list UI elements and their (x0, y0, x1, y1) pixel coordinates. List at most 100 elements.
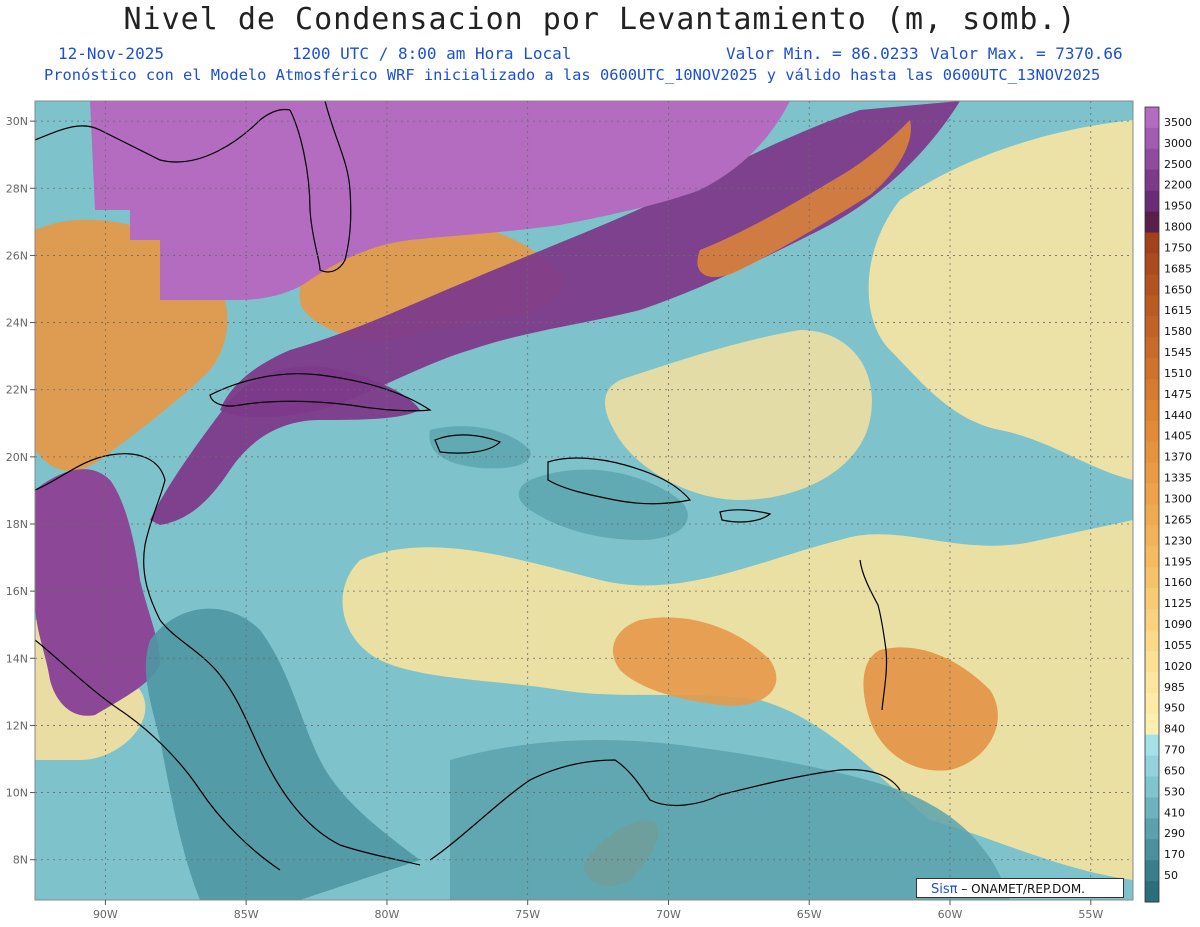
colorbar-swatch (1145, 253, 1159, 275)
coast-central-america (159, 619, 421, 866)
colorbar-swatch (1145, 734, 1159, 757)
colorbar-swatch (1145, 776, 1159, 798)
colorbar-label: 1475 (1164, 388, 1192, 401)
field-teal-dark-central (145, 608, 421, 900)
lat-tick-label: 26N (6, 249, 28, 262)
colorbar-swatch (1145, 881, 1159, 903)
colorbar-swatch (1145, 378, 1159, 401)
credit-badge: Sisπ – ONAMET/REP.DOM. (916, 878, 1124, 898)
lat-tick-label: 16N (6, 585, 28, 598)
sispi-logo: Sisπ (931, 882, 958, 897)
colorbar-swatch (1145, 274, 1159, 296)
coast-cuba (209, 373, 432, 412)
colorbar-swatch (1145, 525, 1159, 547)
colorbar-swatch (1145, 692, 1159, 715)
colorbar-swatch (1145, 358, 1159, 380)
colorbar-swatch (1145, 755, 1159, 777)
colorbar-label: 2200 (1164, 179, 1192, 192)
colorbar-label: 1510 (1164, 367, 1192, 380)
field-yellow-east (868, 120, 1133, 480)
colorbar-label: 950 (1164, 702, 1185, 715)
colorbar-label: 1950 (1164, 200, 1192, 213)
field-purple-ne-band (220, 101, 960, 418)
lat-tick-label: 28N (6, 182, 28, 195)
lat-tick-label: 24N (6, 317, 28, 330)
colorbar-swatch (1145, 818, 1159, 840)
colorbar-label: 1370 (1164, 451, 1192, 464)
forecast-time: 1200 UTC / 8:00 am Hora Local (292, 44, 572, 63)
field-purple-central-america (35, 469, 160, 716)
coast-pacific-ca (35, 639, 281, 871)
lon-tick-label: 60W (938, 908, 963, 921)
colorbar-label: 1685 (1164, 262, 1192, 275)
max-value: Valor Max. = 7370.66 (930, 44, 1123, 63)
colorbar-swatch (1145, 420, 1159, 443)
colorbar-swatch (1145, 462, 1159, 485)
lon-tick-label: 85W (234, 908, 259, 921)
colorbar-swatch (1145, 148, 1159, 171)
lon-tick-label: 90W (93, 908, 118, 921)
colorbar-label: 1335 (1164, 472, 1192, 485)
lat-tick-label: 8N (13, 854, 28, 867)
colorbar-swatch (1145, 860, 1159, 882)
colorbar-swatch (1145, 337, 1159, 359)
forecast-date: 12-Nov-2025 (58, 44, 164, 63)
lon-tick-label: 75W (515, 908, 540, 921)
colorbar-swatch (1145, 107, 1159, 129)
colorbar-label: 840 (1164, 723, 1185, 736)
colorbar-swatch (1145, 190, 1159, 213)
field-orange-east (863, 647, 998, 771)
credit-text: – ONAMET/REP.DOM. (957, 882, 1085, 896)
colorbar-label: 2500 (1164, 158, 1192, 171)
lat-tick-label: 10N (6, 787, 28, 800)
colorbar-swatch (1145, 609, 1159, 631)
colorbar-swatch (1145, 295, 1159, 317)
page-title: Nivel de Condensacion por Levantamiento … (123, 2, 1077, 37)
colorbar-swatch (1145, 399, 1159, 422)
lat-tick-label: 12N (6, 719, 28, 732)
lon-tick-label: 65W (797, 908, 822, 921)
colorbar-label: 1580 (1164, 325, 1192, 338)
colorbar-label: 1650 (1164, 283, 1192, 296)
coast-gulf-north (35, 108, 291, 163)
colorbar-label: 1750 (1164, 241, 1192, 254)
coast-lesser-antilles (859, 559, 888, 711)
min-value: Valor Min. = 86.0233 (726, 44, 919, 63)
colorbar-swatch (1145, 713, 1159, 736)
colorbar-label: 290 (1164, 827, 1185, 840)
colorbar-swatch (1145, 169, 1159, 192)
field-teal-dark-jam (429, 426, 531, 469)
field-yellow-mid (605, 330, 872, 500)
field-orange-central (612, 617, 777, 706)
colorbar-label: 650 (1164, 764, 1185, 777)
colorbar-label: 50 (1164, 869, 1178, 882)
colorbar-swatch (1145, 650, 1159, 673)
field-teal-dark-hisp (518, 469, 688, 540)
colorbar-label: 1160 (1164, 576, 1192, 589)
colorbar-label: 530 (1164, 785, 1185, 798)
latitude-ticks: 8N 10N 12N 14N 16N 18N 20N 22N 24N 26N 28N 30N (6, 115, 35, 867)
colorbar-label: 1300 (1164, 493, 1192, 506)
colorbar-swatch (1145, 483, 1159, 505)
coast-florida (289, 101, 352, 273)
colorbar-swatch (1145, 839, 1159, 861)
colorbar-label: 3500 (1164, 116, 1192, 129)
coast-jamaica (434, 434, 502, 454)
coast-hispaniola (547, 457, 692, 505)
lon-tick-label: 80W (374, 908, 399, 921)
lat-tick-label: 22N (6, 384, 28, 397)
lat-tick-label: 14N (6, 652, 28, 665)
colorbar-label: 1230 (1164, 534, 1192, 547)
coast-south-america (429, 759, 901, 861)
field-yellow-south (342, 520, 1133, 880)
lon-tick-label: 70W (656, 908, 681, 921)
lon-tick-label: 55W (1078, 908, 1103, 921)
colorbar-swatch (1145, 441, 1159, 464)
coast-puerto-rico (719, 509, 772, 523)
colorbar-swatch (1145, 546, 1159, 568)
colorbar: 3500 3000 2500 2200 1950 1800 1750 1685 1650 1615… (1144, 106, 1192, 903)
longitude-ticks: 90W 85W 80W 75W 70W 65W 60W 55W (93, 900, 1103, 921)
model-info: Pronóstico con el Modelo Atmosférico WRF… (44, 66, 1101, 84)
colorbar-label: 1125 (1164, 597, 1192, 610)
